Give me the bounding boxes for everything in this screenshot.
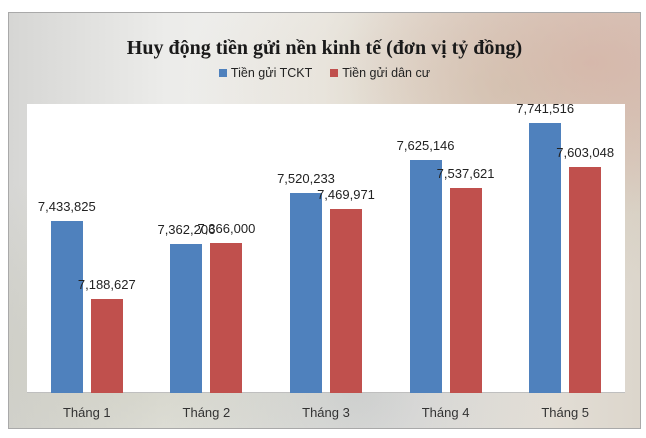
bar-tckt [50, 220, 83, 393]
legend-label-tckt: Tiền gửi TCKT [230, 66, 313, 80]
bar-dan-cu [330, 209, 362, 393]
data-label: 7,537,621 [436, 165, 495, 181]
legend-item-dan-cu: Tiền gửi dân cư [330, 66, 430, 80]
data-label: 7,469,971 [317, 187, 375, 203]
x-tick-label: Tháng 4 [421, 405, 470, 420]
chart-frame: Huy động tiền gửi nền kinh tế (đơn vị tỷ… [8, 12, 641, 429]
bar-dan-cu [210, 242, 243, 393]
x-tick-label: Tháng 2 [182, 405, 231, 420]
legend-label-dan-cu: Tiền gửi dân cư [342, 66, 431, 80]
legend-swatch-dan-cu [330, 69, 339, 77]
bar-tckt [529, 122, 562, 393]
x-tick-label: Tháng 3 [302, 405, 350, 420]
data-label: 7,362,206 [157, 221, 216, 237]
data-label: 7,520,233 [277, 171, 335, 187]
data-label: 7,625,146 [396, 137, 455, 153]
x-tick-label: Tháng 1 [62, 405, 111, 420]
x-axis-line [27, 392, 625, 393]
bar-tckt [409, 159, 442, 393]
data-label: 7,603,048 [556, 144, 615, 160]
data-label: 7,433,825 [37, 198, 96, 214]
chart-legend: Tiền gửi TCKT Tiền gửi dân cư [9, 66, 640, 80]
bar-dan-cu [449, 187, 482, 393]
bar-tckt [290, 193, 322, 393]
data-label: 7,188,627 [77, 277, 136, 293]
legend-swatch-tckt [218, 69, 227, 77]
legend-item-tckt: Tiền gửi TCKT [218, 66, 313, 80]
chart-title: Huy động tiền gửi nền kinh tế (đơn vị tỷ… [126, 37, 523, 59]
x-tick-label: Tháng 5 [541, 405, 590, 420]
bar-dan-cu [90, 299, 123, 393]
data-label: 7,741,516 [516, 100, 575, 116]
plot-area: 7,433,825 7,188,627 7,362,206 7,366,000 7,52… [27, 100, 625, 393]
bar-tckt [170, 243, 203, 393]
data-label: 7,366,000 [197, 220, 256, 236]
bar-dan-cu [569, 166, 602, 393]
